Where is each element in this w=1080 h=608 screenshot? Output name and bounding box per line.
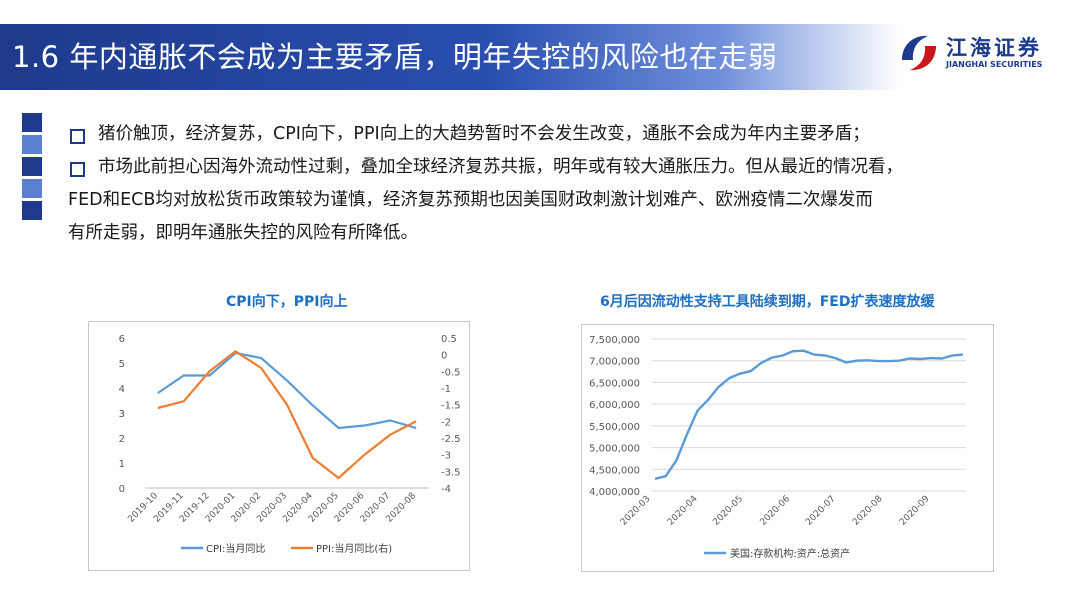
- square-icon: [22, 135, 42, 154]
- y-tick-label: 6,000,000: [589, 400, 640, 411]
- title-bar: 1.6 年内通胀不会成为主要矛盾，明年失控的风险也在走弱: [0, 24, 900, 90]
- x-tick-label: 2020-06: [758, 494, 792, 528]
- y-right-tick-label: 0: [441, 351, 447, 362]
- y-right-tick-label: -0.5: [441, 367, 461, 378]
- y-right-tick-label: -2: [441, 417, 451, 428]
- legend-label: CPI:当月同比: [206, 542, 265, 555]
- cpi-ppi-line-chart: 65432100.50-0.5-1-1.5-2-2.5-3-3.5-42019-…: [119, 334, 461, 555]
- logo-text-cn: 江海证券: [946, 36, 1042, 60]
- y-tick-label: 7,000,000: [589, 357, 640, 368]
- legend-label: 美国:存款机构:资产:总资产: [730, 547, 850, 560]
- fed-assets-line-chart: 7,500,000 7,000,000 6,500,000 6,000,000 5,50…: [589, 335, 966, 560]
- decorative-squares: [22, 113, 46, 223]
- x-tick-label: 2020-03: [619, 494, 653, 528]
- y-tick-label: 5,000,000: [589, 444, 640, 455]
- y-right-tick-label: 0.5: [441, 334, 457, 345]
- x-tick-label: 2020-04: [666, 494, 700, 528]
- x-tick-label: 2020-09: [898, 494, 932, 528]
- bullet-square-icon: [70, 162, 85, 177]
- y-left-tick-label: 6: [119, 334, 125, 345]
- y-left-tick-label: 4: [119, 384, 125, 395]
- logo-text-en: JIANGHAI SECURITIES: [946, 60, 1043, 69]
- y-tick-label: 4,500,000: [589, 465, 640, 476]
- page-title: 1.6 年内通胀不会成为主要矛盾，明年失控的风险也在走弱: [12, 40, 778, 74]
- y-tick-label: 5,500,000: [589, 422, 640, 433]
- square-icon: [22, 201, 42, 220]
- y-right-tick-label: -4: [441, 484, 451, 495]
- bullet-text: 市场此前担心因海外流动性过剩，叠加全球经济复苏共振，明年或有较大通胀压力。但从最…: [98, 157, 903, 177]
- square-icon: [22, 113, 42, 132]
- bullet-text-continuation: 有所走弱，即明年通胀失控的风险有所降低。: [68, 223, 418, 243]
- y-right-tick-label: -1.5: [441, 401, 461, 412]
- y-right-tick-label: -2.5: [441, 434, 461, 445]
- logo-mark-icon: [902, 35, 936, 71]
- bullet-square-icon: [70, 129, 85, 144]
- series-line-total-assets: [654, 349, 964, 480]
- chart-title-cpi-ppi: CPI向下，PPI向上: [226, 294, 348, 310]
- y-left-tick-label: 1: [119, 459, 125, 470]
- y-right-tick-label: -3.5: [441, 467, 461, 478]
- y-tick-label: 6,500,000: [589, 378, 640, 389]
- y-left-tick-label: 0: [119, 484, 125, 495]
- series-line-cpi: [157, 351, 417, 430]
- bullet-text: 猪价触顶，经济复苏，CPI向下，PPI向上的大趋势暂时不会发生改变，通胀不会成为…: [98, 124, 870, 144]
- bullet-item: 猪价触顶，经济复苏，CPI向下，PPI向上的大趋势暂时不会发生改变，通胀不会成为…: [68, 118, 1058, 151]
- square-icon: [22, 179, 42, 198]
- company-logo: 江海证券 JIANGHAI SECURITIES: [896, 30, 1066, 80]
- y-left-tick-label: 5: [119, 359, 125, 370]
- legend-label: PPI:当月同比(右): [316, 542, 392, 555]
- y-tick-label: 4,000,000: [589, 487, 640, 498]
- chart-frame-cpi-ppi: 6 5 4 3 2 1 0 0.5 0 -0.5 -1 -1.5 -2 -2.5 -3 -3.5 -4 2019-…: [88, 321, 470, 571]
- y-right-tick-label: -1: [441, 384, 451, 395]
- chart-frame-fed: 7,500,000 7,000,000 6,500,000 6,000,000 5,50…: [581, 324, 994, 572]
- bullet-text-continuation: FED和ECB均对放松货币政策较为谨慎，经济复苏预期也因美国财政刺激计划难产、欧…: [68, 190, 873, 210]
- x-tick-label: 2020-07: [804, 494, 838, 528]
- y-left-tick-label: 3: [119, 409, 125, 420]
- chart-title-fed: 6月后因流动性支持工具陆续到期，FED扩表速度放缓: [600, 294, 935, 310]
- bullet-item: 市场此前担心因海外流动性过剩，叠加全球经济复苏共振，明年或有较大通胀压力。但从最…: [68, 151, 1058, 184]
- x-tick-label: 2020-08: [851, 494, 885, 528]
- y-right-tick-label: -3: [441, 451, 451, 462]
- y-tick-label: 7,500,000: [589, 335, 640, 346]
- square-icon: [22, 157, 42, 176]
- bullet-list: 猪价触顶，经济复苏，CPI向下，PPI向上的大趋势暂时不会发生改变，通胀不会成为…: [68, 118, 1058, 250]
- x-tick-label: 2020-05: [711, 494, 745, 528]
- series-line-ppi: [157, 349, 417, 480]
- y-left-tick-label: 2: [119, 434, 125, 445]
